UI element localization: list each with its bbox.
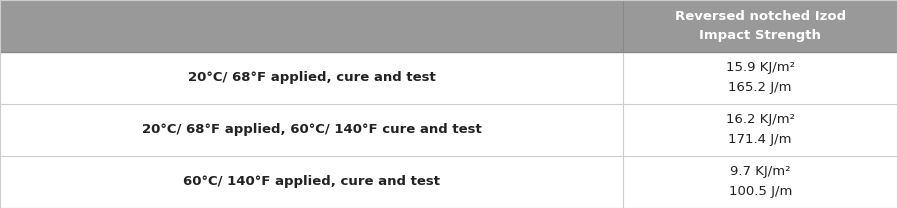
Text: 9.7 KJ/m²: 9.7 KJ/m² bbox=[730, 166, 790, 178]
Bar bbox=[0, 0, 897, 52]
Text: 15.9 KJ/m²: 15.9 KJ/m² bbox=[726, 62, 795, 74]
Text: 16.2 KJ/m²: 16.2 KJ/m² bbox=[726, 114, 795, 126]
Text: 60°C/ 140°F applied, cure and test: 60°C/ 140°F applied, cure and test bbox=[183, 176, 440, 188]
Text: 20°C/ 68°F applied, cure and test: 20°C/ 68°F applied, cure and test bbox=[187, 72, 436, 84]
Text: Reversed notched Izod
Impact Strength: Reversed notched Izod Impact Strength bbox=[675, 10, 846, 42]
Text: 100.5 J/m: 100.5 J/m bbox=[728, 186, 792, 198]
Text: 165.2 J/m: 165.2 J/m bbox=[728, 82, 792, 94]
Text: 171.4 J/m: 171.4 J/m bbox=[728, 134, 792, 146]
Bar bbox=[0, 156, 897, 208]
Bar bbox=[0, 52, 897, 104]
Bar bbox=[0, 104, 897, 156]
Text: 20°C/ 68°F applied, 60°C/ 140°F cure and test: 20°C/ 68°F applied, 60°C/ 140°F cure and… bbox=[142, 124, 482, 136]
